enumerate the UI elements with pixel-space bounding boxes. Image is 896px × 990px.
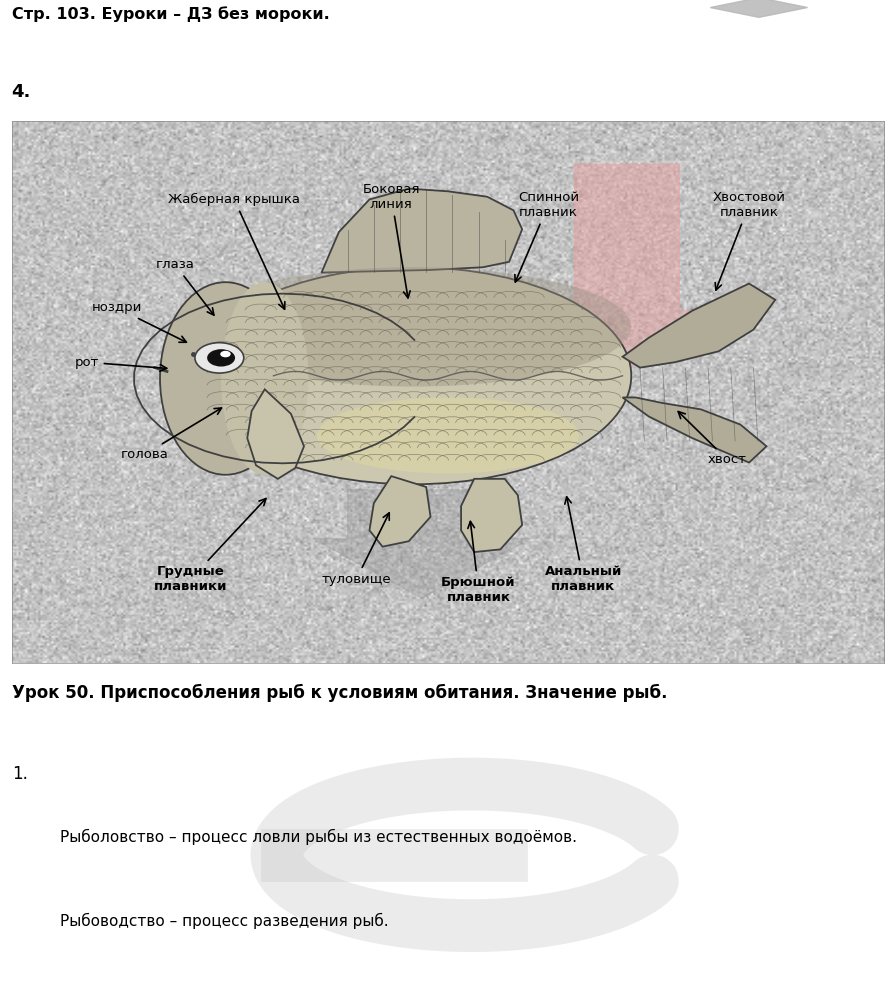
Text: Брюшной
плавник: Брюшной плавник [441,522,516,604]
Polygon shape [461,479,522,552]
Text: Грудные
плавники: Грудные плавники [154,499,266,593]
Ellipse shape [195,267,632,484]
Circle shape [207,349,235,366]
Text: глаза: глаза [156,258,214,315]
Text: Спинной
плавник: Спинной плавник [515,191,579,282]
Text: туловище: туловище [322,513,392,586]
Text: ноздри: ноздри [92,301,186,343]
Text: 4.: 4. [12,83,31,101]
Text: Рыболовство – процесс ловли рыбы из естественных водоёмов.: Рыболовство – процесс ловли рыбы из есте… [60,830,577,845]
Text: Анальный
плавник: Анальный плавник [545,497,622,593]
Text: рот: рот [74,355,167,371]
Text: Рыбоводство – процесс разведения рыб.: Рыбоводство – процесс разведения рыб. [60,913,389,929]
Polygon shape [711,0,807,18]
Circle shape [220,350,230,357]
Text: 1.: 1. [12,764,28,783]
Polygon shape [369,476,431,546]
FancyArrow shape [544,164,710,370]
Ellipse shape [195,267,632,387]
Text: Урок 50. Приспособления рыб к условиям обитания. Значение рыб.: Урок 50. Приспособления рыб к условиям о… [12,684,668,703]
Polygon shape [623,283,775,367]
Text: Стр. 103. Еуроки – ДЗ без мороки.: Стр. 103. Еуроки – ДЗ без мороки. [12,6,330,22]
Text: Боковая
линия: Боковая линия [363,183,420,298]
Circle shape [195,343,244,373]
Polygon shape [322,188,522,272]
Ellipse shape [317,397,579,473]
Text: Хвостовой
плавник: Хвостовой плавник [712,191,786,290]
Polygon shape [623,397,767,462]
Ellipse shape [160,282,291,475]
Polygon shape [247,389,304,479]
FancyArrow shape [313,490,531,598]
Text: Жаберная крышка: Жаберная крышка [168,193,300,309]
Text: хвост: хвост [678,412,747,466]
Ellipse shape [221,282,308,475]
Text: голова: голова [121,408,221,461]
